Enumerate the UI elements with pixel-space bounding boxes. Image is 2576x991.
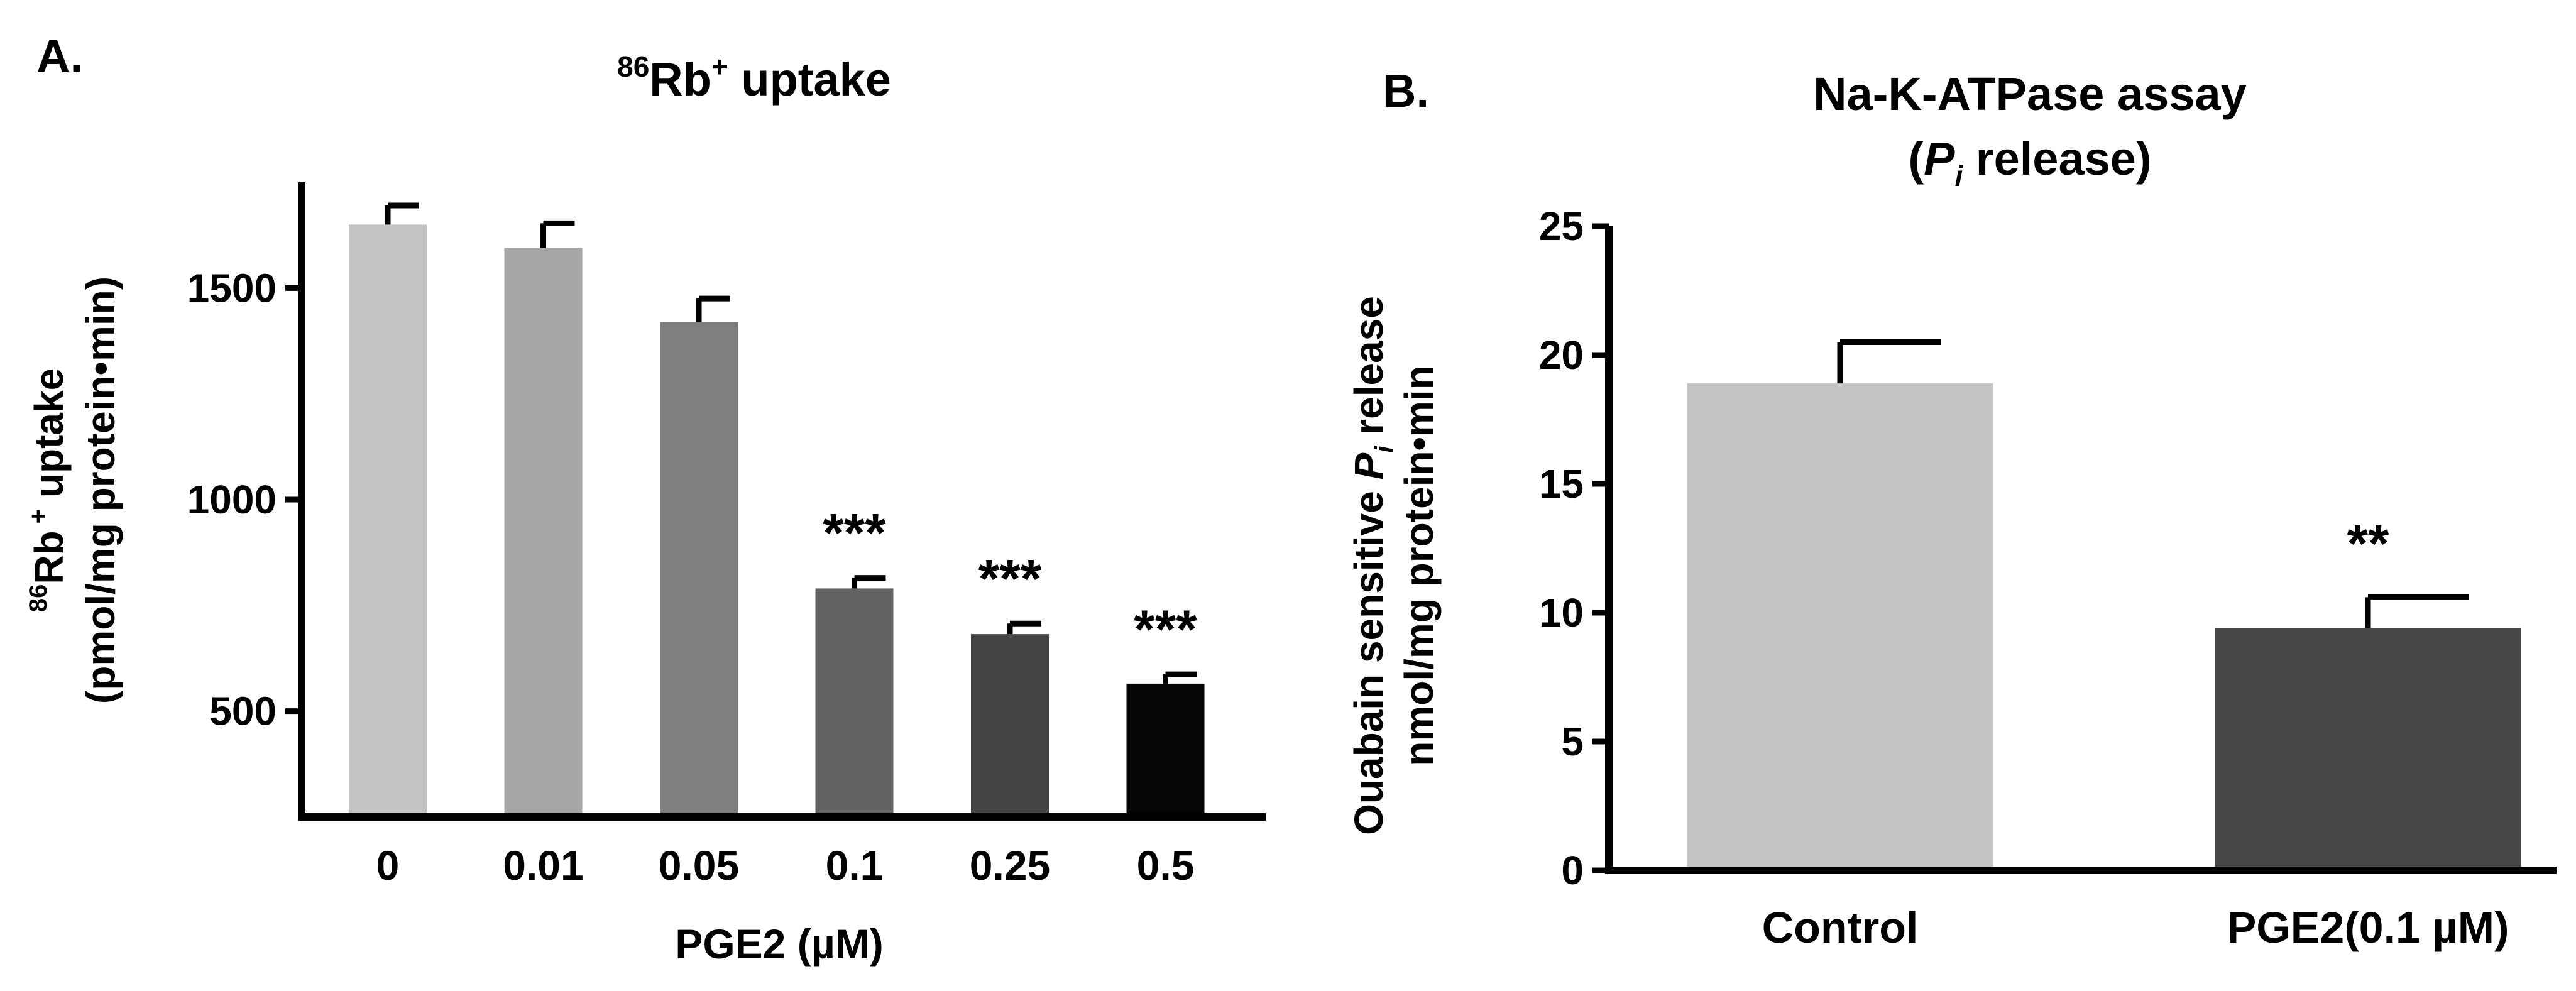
- panel-b: B. Na-K-ATPase assay (Pi release) Ouabai…: [1346, 65, 2557, 952]
- y-tick-label: 1500: [187, 265, 277, 310]
- panel-a-title-sup: 86: [617, 50, 649, 83]
- bar: [660, 322, 738, 813]
- y-tick-label: 5: [1561, 719, 1584, 764]
- panel-b-title-line1: Na-K-ATPase assay: [1813, 68, 2247, 120]
- panel-b-y-ticks: 0 5 10 15 20 25: [1539, 204, 1609, 893]
- x-tick-label: 0.5: [1137, 842, 1195, 889]
- significance-label: ***: [1134, 600, 1197, 660]
- x-tick-label: PGE2(0.1 µM): [2227, 903, 2509, 952]
- panel-b-ylabel-line1: Ouabain sensitive Pi release: [1346, 296, 1398, 835]
- panel-a-title: 86Rb+ uptake: [617, 50, 891, 106]
- panel-a-title-main: Rb: [649, 53, 711, 106]
- bar: [971, 634, 1049, 813]
- x-tick-label: Control: [1762, 903, 1919, 952]
- significance-label: ***: [823, 503, 886, 564]
- panel-b-ylabel: Ouabain sensitive Pi release nmol/mg pro…: [1346, 296, 1442, 835]
- bar: [1687, 383, 1993, 867]
- y-tick-label: 1000: [187, 477, 277, 522]
- significance-label: ***: [978, 549, 1042, 609]
- bar: [2215, 628, 2521, 867]
- y-tick-label: 20: [1539, 332, 1584, 378]
- bar: [349, 224, 427, 813]
- panel-b-ylabel-line2: nmol/mg protein•min: [1396, 365, 1442, 766]
- bar: [504, 248, 583, 813]
- panel-b-title-line2: (Pi release): [1908, 133, 2151, 192]
- panel-a: A. 86Rb+ uptake 86Rb + uptake (pmol/mg p…: [25, 30, 1266, 967]
- bar: [1126, 683, 1205, 813]
- bar: [815, 588, 894, 813]
- significance-label: **: [2347, 513, 2389, 574]
- panel-a-title-sup2: +: [711, 50, 728, 83]
- panel-b-label: B.: [1383, 65, 1429, 117]
- x-tick-label: 0: [376, 842, 400, 889]
- y-tick-label: 25: [1539, 204, 1584, 249]
- panel-a-ylabel-line2: (pmol/mg protein•min): [78, 276, 123, 704]
- x-tick-label: 0.01: [503, 842, 583, 889]
- x-tick-label: 0.1: [826, 842, 884, 889]
- panel-a-label: A.: [36, 30, 83, 82]
- panel-a-ylabel: 86Rb + uptake (pmol/mg protein•min): [25, 276, 123, 704]
- y-tick-label: 500: [209, 689, 277, 734]
- y-tick-label: 0: [1561, 848, 1584, 893]
- y-tick-label: 15: [1539, 461, 1584, 506]
- panel-a-y-ticks: 500 1000 1500: [187, 265, 302, 734]
- panel-a-ylabel-line1: 86Rb + uptake: [25, 368, 72, 612]
- y-tick-label: 10: [1539, 590, 1584, 635]
- x-tick-label: 0.05: [659, 842, 739, 889]
- panel-a-title-rest: uptake: [728, 53, 891, 106]
- panel-a-xlabel: PGE2 (µM): [675, 921, 883, 967]
- x-tick-label: 0.25: [970, 842, 1050, 889]
- panel-a-bars: 0 0.01 0.05 *** 0.1 *** 0.25 *** 0.5: [349, 202, 1205, 889]
- panel-b-bars: Control ** PGE2(0.1 µM): [1687, 339, 2521, 952]
